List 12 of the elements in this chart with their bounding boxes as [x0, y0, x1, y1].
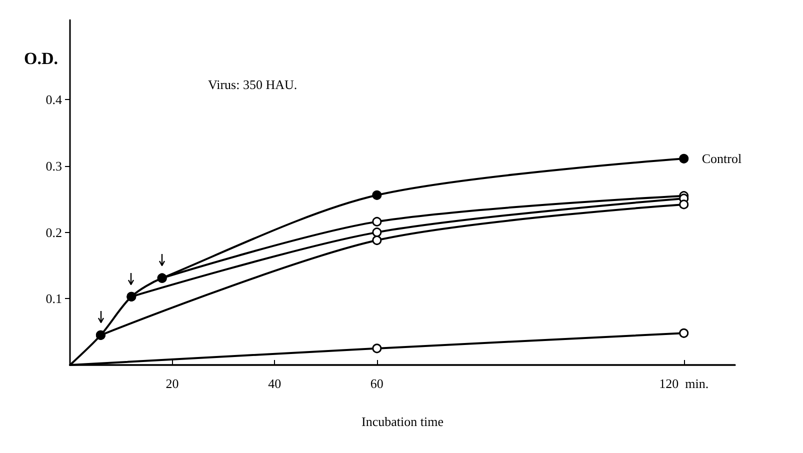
- x-tick-label: 40: [268, 376, 282, 391]
- y-tick-label: 0.4: [46, 92, 62, 108]
- x-tick-label: 120 min.: [659, 376, 709, 391]
- y-tick-label: 0.3: [46, 158, 62, 174]
- series-label: Control: [702, 151, 742, 166]
- y-axis-title: O.D.: [24, 49, 58, 68]
- x-tick-label: 60: [370, 376, 384, 391]
- y-tick-label: 0.1: [46, 291, 62, 306]
- x-tick-label: 20: [166, 376, 179, 391]
- annotation: Virus: 350 HAU.: [208, 77, 298, 92]
- x-axis-title: Incubation time: [362, 414, 444, 429]
- y-tick-label: 0.2: [46, 224, 62, 240]
